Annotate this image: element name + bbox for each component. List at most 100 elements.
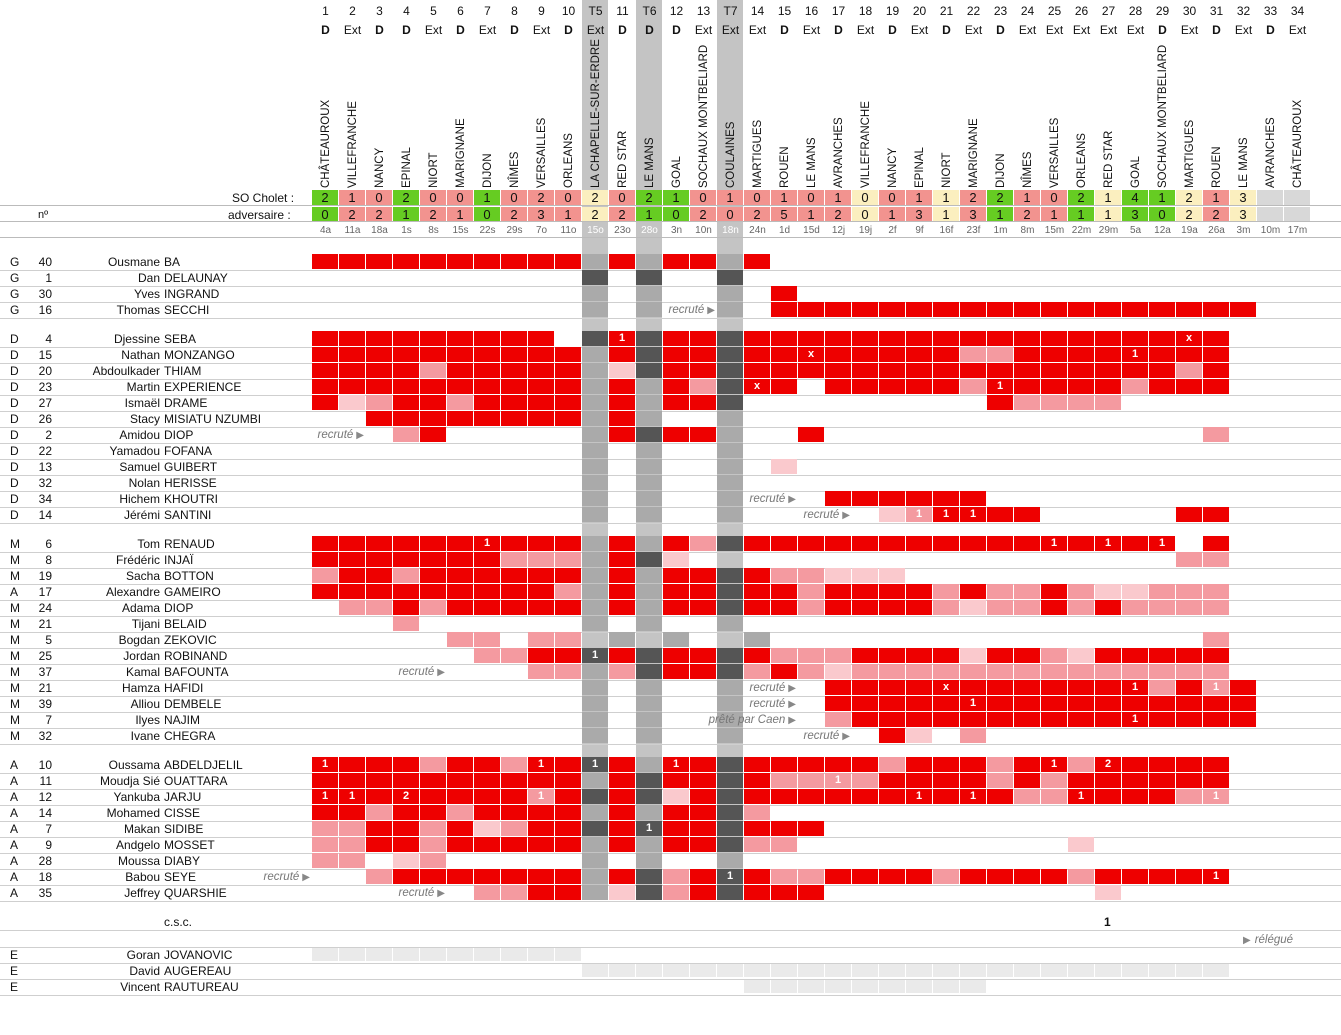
appearance-cell bbox=[636, 664, 662, 679]
appearance-cell bbox=[528, 536, 554, 551]
appearance-cell bbox=[555, 584, 581, 599]
appearance-cell bbox=[852, 869, 878, 884]
player-position: D bbox=[10, 396, 19, 410]
player-position: D bbox=[10, 380, 19, 394]
appearance-cell bbox=[744, 773, 770, 788]
presence-cell bbox=[798, 964, 824, 977]
appearance-cell bbox=[582, 507, 608, 522]
team-score: 1 bbox=[1149, 190, 1175, 205]
player-number: 30 bbox=[38, 287, 52, 301]
appearance-cell: 1 bbox=[717, 869, 743, 884]
appearance-cell bbox=[609, 837, 635, 852]
appearance-cell bbox=[474, 837, 500, 852]
appearance-cell bbox=[1122, 696, 1148, 711]
appearance-cell bbox=[987, 757, 1013, 772]
appearance-cell bbox=[879, 789, 905, 804]
appearance-cell bbox=[636, 270, 662, 285]
signing-note-text: recruté bbox=[803, 730, 840, 742]
player-number: 7 bbox=[45, 713, 52, 727]
appearance-cell: 1 bbox=[825, 773, 851, 788]
player-last-name: BOTTON bbox=[164, 569, 214, 583]
player-position: G bbox=[10, 271, 20, 285]
appearance-cell bbox=[447, 536, 473, 551]
appearance-cell bbox=[555, 757, 581, 772]
opponent-score: 2 bbox=[1203, 207, 1229, 222]
appearance-cell bbox=[852, 379, 878, 394]
appearance-cell bbox=[582, 331, 608, 346]
appearance-cell bbox=[1203, 696, 1229, 711]
presence-cell bbox=[960, 980, 986, 993]
player-last-name: CISSE bbox=[164, 806, 201, 820]
player-last-name: DIABY bbox=[164, 854, 201, 868]
appearance-cell bbox=[609, 664, 635, 679]
appearance-cell bbox=[393, 805, 419, 820]
team-score: 3 bbox=[1230, 190, 1256, 205]
appearance-cell bbox=[771, 536, 797, 551]
player-position: M bbox=[10, 553, 20, 567]
presence-cell bbox=[879, 980, 905, 993]
appearance-cell bbox=[1095, 600, 1121, 615]
appearance-cell bbox=[474, 411, 500, 426]
player-last-name: HERISSE bbox=[164, 476, 217, 490]
appearance-cell bbox=[474, 648, 500, 663]
appearance-cell bbox=[393, 254, 419, 269]
appearance-cell bbox=[771, 773, 797, 788]
player-number: 18 bbox=[38, 870, 52, 884]
player-position: A bbox=[10, 790, 19, 804]
player-position: M bbox=[10, 649, 20, 663]
appearance-cell bbox=[582, 821, 608, 836]
match-date: 11a bbox=[344, 225, 361, 236]
appearance-cell bbox=[555, 632, 581, 647]
appearance-cell bbox=[582, 680, 608, 695]
appearance-cell bbox=[1068, 648, 1094, 663]
appearance-cell bbox=[987, 347, 1013, 362]
appearance-cell bbox=[528, 363, 554, 378]
appearance-cell bbox=[960, 491, 986, 506]
player-position: D bbox=[10, 476, 19, 490]
appearance-cell bbox=[744, 885, 770, 900]
appearance-cell bbox=[339, 331, 365, 346]
appearance-cell bbox=[420, 568, 446, 583]
appearance-cell bbox=[1095, 773, 1121, 788]
appearance-cell bbox=[582, 427, 608, 442]
appearance-cell bbox=[636, 536, 662, 551]
presence-cell bbox=[852, 980, 878, 993]
venue-label: Ext bbox=[1234, 23, 1253, 37]
player-position: D bbox=[10, 332, 19, 346]
divider bbox=[0, 475, 1341, 476]
appearance-cell bbox=[636, 302, 662, 317]
appearance-cell bbox=[663, 869, 689, 884]
player-first-name: Abdoulkader bbox=[92, 364, 160, 378]
match-date: 1m bbox=[993, 225, 1008, 236]
player-last-name: QUARSHIE bbox=[164, 886, 227, 900]
appearance-cell bbox=[906, 728, 932, 743]
appearance-cell bbox=[366, 395, 392, 410]
appearance-cell bbox=[1176, 696, 1202, 711]
matchday-number: 18 bbox=[858, 4, 873, 18]
staff-first-name: David bbox=[129, 964, 160, 978]
appearance-cell bbox=[960, 648, 986, 663]
appearance-cell bbox=[501, 379, 527, 394]
opponent-score: 3 bbox=[1230, 207, 1256, 222]
appearance-cell bbox=[339, 568, 365, 583]
appearance-cell bbox=[1122, 302, 1148, 317]
appearance-cell bbox=[420, 363, 446, 378]
appearance-cell bbox=[933, 773, 959, 788]
appearance-cell bbox=[798, 363, 824, 378]
appearance-cell bbox=[1068, 600, 1094, 615]
appearance-cell bbox=[420, 411, 446, 426]
player-number: 39 bbox=[38, 697, 52, 711]
appearance-cell bbox=[1095, 885, 1121, 900]
appearance-cell bbox=[852, 491, 878, 506]
match-date: 16f bbox=[939, 225, 954, 236]
appearance-cell bbox=[1095, 696, 1121, 711]
venue-label: Ext bbox=[424, 23, 443, 37]
divider bbox=[0, 728, 1341, 729]
player-number: 23 bbox=[38, 380, 52, 394]
player-number: 2 bbox=[45, 428, 52, 442]
matchday-number: 29 bbox=[1155, 4, 1170, 18]
appearance-cell bbox=[744, 363, 770, 378]
appearance-cell bbox=[393, 552, 419, 567]
presence-cell bbox=[852, 964, 878, 977]
opponent-name: LA CHAPELLE-SUR-ERDRE bbox=[590, 39, 602, 188]
